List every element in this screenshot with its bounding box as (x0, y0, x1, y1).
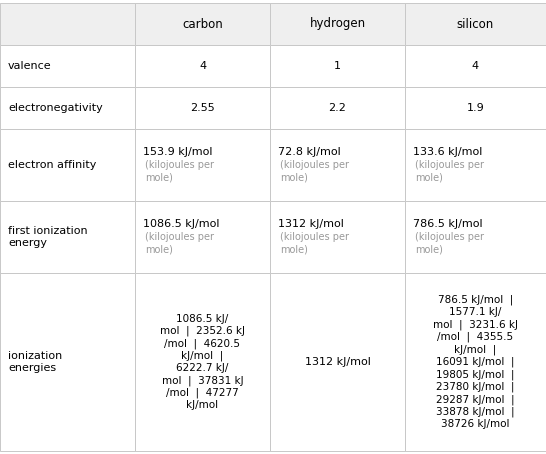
Text: 4: 4 (472, 61, 479, 71)
Text: (kilojoules per
mole): (kilojoules per mole) (280, 160, 349, 183)
Bar (135, 201, 270, 273)
Bar (0, 3, 135, 45)
Text: silicon: silicon (457, 18, 494, 30)
Text: valence: valence (8, 61, 52, 71)
Bar (270, 129, 405, 201)
Bar (405, 129, 546, 201)
Bar (135, 273, 270, 451)
Text: 4: 4 (199, 61, 206, 71)
Bar (270, 87, 405, 129)
Text: 1: 1 (334, 61, 341, 71)
Text: (kilojoules per
mole): (kilojoules per mole) (145, 232, 214, 254)
Bar (0, 129, 135, 201)
Text: 786.5 kJ/mol: 786.5 kJ/mol (413, 219, 483, 229)
Bar (135, 45, 270, 87)
Text: hydrogen: hydrogen (310, 18, 366, 30)
Bar (270, 3, 405, 45)
Text: (kilojoules per
mole): (kilojoules per mole) (415, 232, 484, 254)
Text: 786.5 kJ/mol  |
1577.1 kJ/
mol  |  3231.6 kJ
/mol  |  4355.5
kJ/mol  |
16091 kJ/: 786.5 kJ/mol | 1577.1 kJ/ mol | 3231.6 k… (433, 295, 518, 429)
Bar (405, 201, 546, 273)
Text: (kilojoules per
mole): (kilojoules per mole) (145, 160, 214, 183)
Bar (405, 87, 546, 129)
Text: ionization
energies: ionization energies (8, 351, 62, 373)
Text: 2.55: 2.55 (190, 103, 215, 113)
Bar (0, 45, 135, 87)
Text: electron affinity: electron affinity (8, 160, 97, 170)
Text: 72.8 kJ/mol: 72.8 kJ/mol (278, 147, 341, 157)
Bar (405, 3, 546, 45)
Text: 2.2: 2.2 (329, 103, 347, 113)
Text: (kilojoules per
mole): (kilojoules per mole) (280, 232, 349, 254)
Text: electronegativity: electronegativity (8, 103, 103, 113)
Text: (kilojoules per
mole): (kilojoules per mole) (415, 160, 484, 183)
Text: 1086.5 kJ/
mol  |  2352.6 kJ
/mol  |  4620.5
kJ/mol  |
6222.7 kJ/
mol  |  37831 : 1086.5 kJ/ mol | 2352.6 kJ /mol | 4620.5… (160, 314, 245, 410)
Text: 1086.5 kJ/mol: 1086.5 kJ/mol (143, 219, 219, 229)
Text: 1312 kJ/mol: 1312 kJ/mol (305, 357, 370, 367)
Bar (405, 45, 546, 87)
Bar (135, 87, 270, 129)
Bar (270, 45, 405, 87)
Bar (270, 273, 405, 451)
Text: 1312 kJ/mol: 1312 kJ/mol (278, 219, 344, 229)
Bar (405, 273, 546, 451)
Text: carbon: carbon (182, 18, 223, 30)
Bar (0, 87, 135, 129)
Bar (135, 3, 270, 45)
Bar (0, 273, 135, 451)
Text: 1.9: 1.9 (467, 103, 484, 113)
Bar (135, 129, 270, 201)
Bar (0, 201, 135, 273)
Bar (270, 201, 405, 273)
Text: 153.9 kJ/mol: 153.9 kJ/mol (143, 147, 212, 157)
Text: first ionization
energy: first ionization energy (8, 226, 87, 248)
Text: 133.6 kJ/mol: 133.6 kJ/mol (413, 147, 482, 157)
